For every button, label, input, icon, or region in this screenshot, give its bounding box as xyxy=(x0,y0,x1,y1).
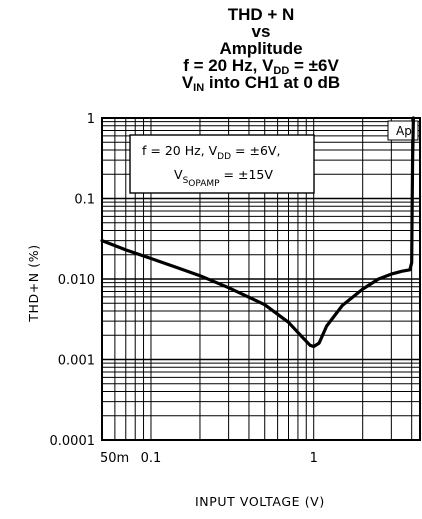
x-tick-label: 0.1 xyxy=(141,451,162,466)
annotation-line-1: f = 20 Hz, VDD = ±6V, xyxy=(142,143,280,162)
title-line-5: VIN into CH1 at 0 dB xyxy=(181,73,341,94)
title-line-3: Amplitude xyxy=(219,39,303,58)
corner-label: Ap xyxy=(387,120,419,141)
title-line-4: f = 20 Hz, VDD = ±6V xyxy=(183,56,339,77)
title-line-1: THD + N xyxy=(227,5,295,24)
y-tick-label: 0.1 xyxy=(74,193,95,208)
x-tick-labels: 50m 0.1 1 xyxy=(100,451,318,466)
y-tick-label: 0.010 xyxy=(58,273,95,288)
chart-title: THD + N vs Amplitude f = 20 Hz, VDD = ±6… xyxy=(100,5,422,94)
annotation-line-2: VSOPAMP = ±15V xyxy=(174,167,273,189)
x-tick-label: 1 xyxy=(310,451,318,466)
y-tick-label: 0.0001 xyxy=(50,434,96,449)
y-tick-label: 0.001 xyxy=(58,354,95,369)
x-tick-label: 50m xyxy=(100,451,129,466)
plot-frame xyxy=(101,117,421,441)
svg-text:Ap: Ap xyxy=(396,124,412,138)
thd-curve xyxy=(100,116,415,349)
grid-lines xyxy=(102,118,420,440)
y-tick-label: 1 xyxy=(87,112,95,127)
annotation-box: f = 20 Hz, VDD = ±6V, VSOPAMP = ±15V xyxy=(129,134,315,194)
y-tick-labels: 1 0.1 0.010 0.001 0.0001 xyxy=(50,112,96,449)
x-axis-label: INPUT VOLTAGE (V) xyxy=(195,494,325,509)
title-line-2: vs xyxy=(251,22,271,41)
y-axis-label: THD+N (%) xyxy=(26,244,41,323)
